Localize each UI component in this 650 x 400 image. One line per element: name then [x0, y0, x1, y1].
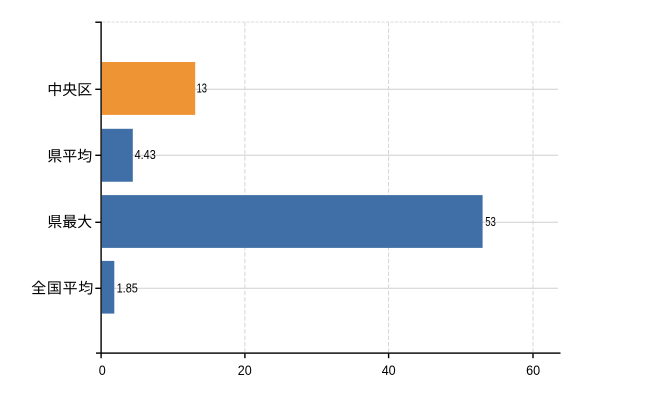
- svg-text:60: 60: [526, 363, 540, 378]
- svg-text:1.85: 1.85: [117, 281, 138, 296]
- svg-text:40: 40: [382, 363, 396, 378]
- svg-text:20: 20: [238, 363, 252, 378]
- svg-text:13: 13: [197, 81, 207, 96]
- svg-text:4.43: 4.43: [135, 147, 156, 162]
- svg-text:0: 0: [99, 363, 106, 378]
- svg-text:53: 53: [485, 214, 496, 229]
